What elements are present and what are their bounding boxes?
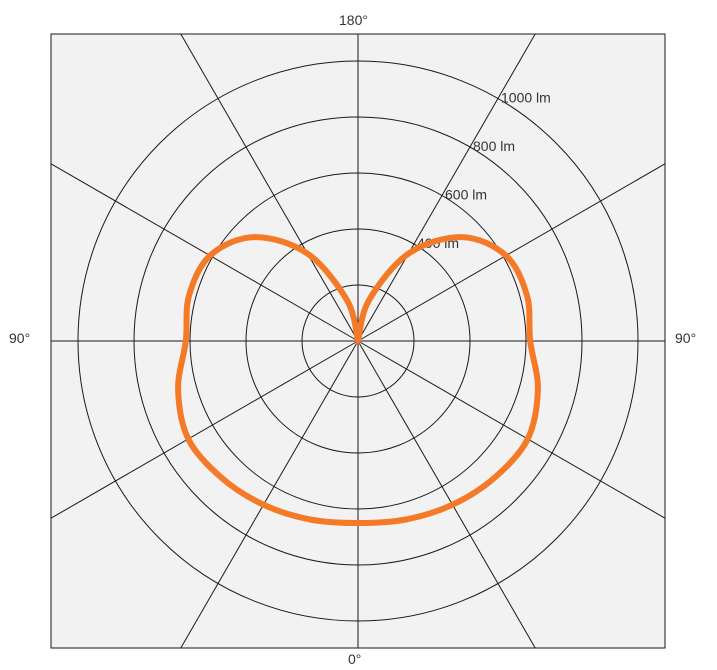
polar-grid <box>50 33 666 649</box>
spoke-330 <box>180 340 359 649</box>
spoke-300 <box>50 340 359 519</box>
ring-200 <box>301 284 415 398</box>
spoke-210 <box>180 33 359 342</box>
spoke-30 <box>357 340 536 649</box>
angle-label-bottom: 0° <box>348 651 362 667</box>
spoke-60 <box>357 340 666 519</box>
ring-400 <box>245 228 471 454</box>
distribution-curve-0 <box>175 234 541 526</box>
ring-label-1000: 1000 lm <box>501 90 551 106</box>
spoke-150 <box>357 33 536 342</box>
spoke-240 <box>50 163 359 342</box>
angle-label-right: 90° <box>675 330 697 346</box>
spoke-120 <box>357 163 666 342</box>
ring-1000 <box>77 60 639 622</box>
ring-800 <box>133 116 583 566</box>
ring-label-800: 800 lm <box>473 138 515 154</box>
angle-label-left: 90° <box>9 330 31 346</box>
angle-label-top: 180° <box>339 12 368 28</box>
ring-label-600: 600 lm <box>445 187 487 203</box>
ring-600 <box>189 172 527 510</box>
curves <box>175 234 541 526</box>
